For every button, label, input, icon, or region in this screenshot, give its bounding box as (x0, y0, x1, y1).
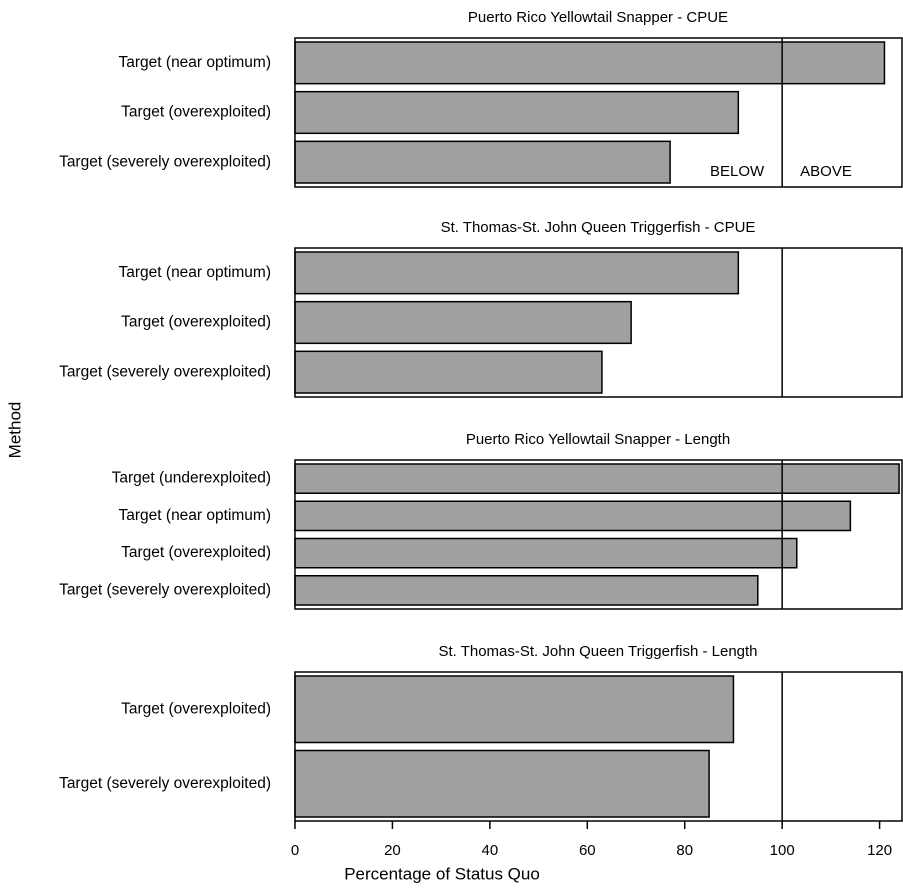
y-tick-label: Target (severely overexploited) (59, 581, 271, 598)
bar (294, 251, 740, 295)
y-tick-label: Target (near optimum) (119, 264, 271, 281)
bar (294, 500, 852, 532)
y-tick-label: Target (severely overexploited) (59, 153, 271, 170)
panel-frame (294, 459, 903, 610)
y-tick-label: Target (underexploited) (112, 470, 271, 487)
x-tick-label: 80 (676, 842, 693, 859)
panel-title: St. Thomas-St. John Queen Triggerfish - … (441, 219, 756, 236)
y-tick-label: Target (near optimum) (119, 507, 271, 524)
x-tick-label: 100 (770, 842, 795, 859)
y-tick-label: Target (overexploited) (121, 544, 271, 561)
bar (294, 675, 735, 744)
y-tick-label: Target (overexploited) (121, 700, 271, 717)
x-axis-label: Percentage of Status Quo (344, 864, 540, 883)
x-tick-label: 20 (384, 842, 401, 859)
annotation: BELOW (710, 163, 765, 180)
annotation: ABOVE (800, 163, 852, 180)
panel-frame (294, 247, 903, 398)
bar (294, 90, 740, 135)
x-tick-label: 120 (867, 842, 892, 859)
y-axis-label: Method (5, 402, 24, 459)
y-tick-label: Target (severely overexploited) (59, 363, 271, 380)
x-tick-label: 40 (482, 842, 499, 859)
y-tick-label: Target (severely overexploited) (59, 775, 271, 792)
x-tick-label: 60 (579, 842, 596, 859)
bar (294, 140, 671, 184)
panel-title: St. Thomas-St. John Queen Triggerfish - … (438, 643, 757, 660)
bar (294, 300, 632, 345)
x-tick-label: 0 (291, 842, 299, 859)
bar (294, 537, 798, 569)
bar (294, 749, 710, 818)
y-tick-label: Target (overexploited) (121, 104, 271, 121)
bar (294, 350, 603, 394)
bar (294, 575, 759, 606)
panel-title: Puerto Rico Yellowtail Snapper - CPUE (468, 9, 728, 26)
panel-frame (294, 37, 903, 188)
bar (294, 41, 886, 85)
y-tick-label: Target (overexploited) (121, 314, 271, 331)
panel-title: Puerto Rico Yellowtail Snapper - Length (466, 431, 730, 448)
bar (294, 463, 900, 494)
panel-frame (294, 671, 903, 822)
y-tick-label: Target (near optimum) (119, 54, 271, 71)
